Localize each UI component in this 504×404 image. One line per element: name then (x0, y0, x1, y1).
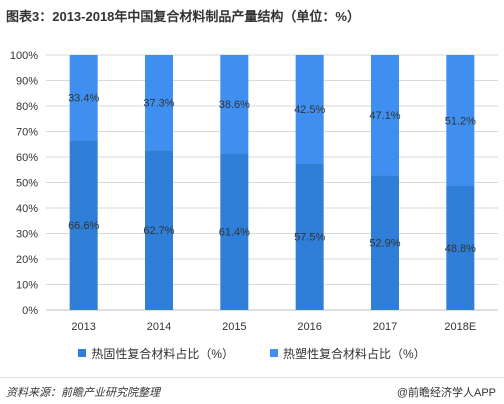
y-tick-label: 30% (16, 229, 38, 241)
x-tick-label: 2014 (147, 321, 171, 333)
legend-item-thermoset: 热固性复合材料占比（%） (78, 344, 234, 362)
data-label: 51.2% (445, 115, 476, 127)
y-tick-label: 0% (22, 305, 38, 317)
data-label: 42.5% (294, 104, 325, 116)
legend-item-thermoplastic: 热塑性复合材料占比（%） (270, 344, 426, 362)
data-label: 48.8% (445, 243, 476, 255)
bar-segment (371, 175, 399, 310)
x-tick-label: 2015 (222, 321, 246, 333)
bar-segment (446, 55, 475, 186)
bar-segment (371, 55, 399, 176)
data-label: 61.4% (219, 227, 250, 239)
bar-segment (145, 55, 173, 151)
y-tick-label: 100% (10, 50, 38, 62)
footer: 资料来源：前瞻产业研究院整理 @前瞻经济学人APP (0, 377, 504, 404)
y-tick-label: 50% (16, 178, 38, 190)
y-tick-label: 10% (16, 280, 38, 292)
y-tick-label: 60% (16, 152, 38, 164)
legend-label-thermoset: 热固性复合材料占比（%） (91, 346, 234, 361)
x-tick-label: 2017 (373, 321, 397, 333)
data-label: 66.6% (68, 220, 99, 232)
x-tick-label: 2018E (444, 321, 476, 333)
y-tick-label: 70% (16, 127, 38, 139)
data-label: 37.3% (143, 98, 174, 110)
y-tick-label: 20% (16, 254, 38, 266)
legend: 热固性复合材料占比（%） 热塑性复合材料占比（%） (0, 344, 504, 362)
chart-title: 图表3：2013-2018年中国复合材料制品产量结构（单位：%） (6, 9, 360, 24)
x-tick-label: 2013 (71, 321, 95, 333)
data-label: 62.7% (143, 225, 174, 237)
stacked-bar-chart: 0% 10% 20% 30% 40% 50% 60% 70% 80% 90% 100% 66.6% 33… (10, 50, 498, 333)
x-tick-label: 2016 (297, 321, 321, 333)
source-note: 资料来源：前瞻产业研究院整理 (6, 387, 160, 399)
data-label: 57.5% (294, 232, 325, 244)
bar-segment (220, 55, 249, 154)
bar-segment (295, 55, 324, 164)
legend-swatch-thermoset (78, 349, 87, 357)
y-tick-label: 90% (16, 76, 38, 88)
bar-segment (69, 55, 98, 141)
y-tick-label: 40% (16, 203, 38, 215)
data-label: 38.6% (219, 99, 250, 111)
y-tick-label: 80% (16, 101, 38, 113)
data-label: 33.4% (68, 93, 99, 105)
data-label: 52.9% (369, 238, 400, 250)
bar-segment (145, 150, 173, 310)
bar-segment (220, 153, 249, 310)
bar-segment (295, 163, 324, 310)
brand-credit: @前瞻经济学人APP (396, 387, 496, 399)
legend-label-thermoplastic: 热塑性复合材料占比（%） (283, 346, 426, 361)
data-label: 47.1% (369, 110, 400, 122)
bar-segment (69, 140, 98, 310)
bar-segment (446, 185, 475, 310)
legend-swatch-thermoplastic (270, 349, 278, 357)
